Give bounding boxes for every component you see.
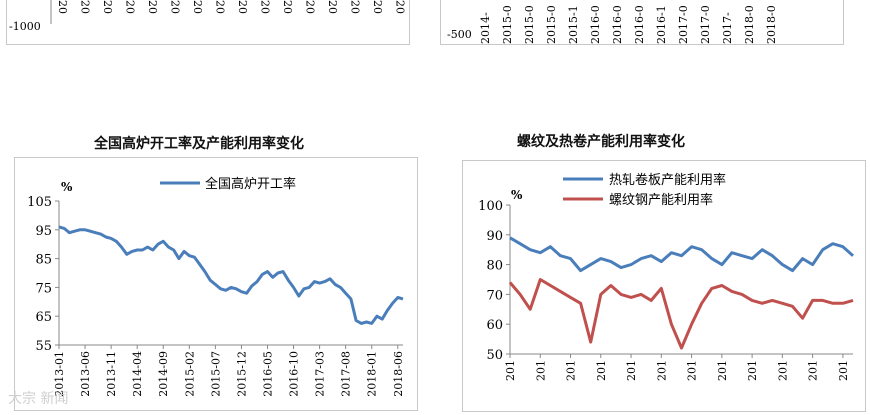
top-right-x-tick: 2015-0 bbox=[545, 5, 558, 44]
watermark: 大宗 新闻 bbox=[8, 391, 69, 407]
chart2-svg: % 热轧卷板产能利用率 螺纹钢产能利用率 50 60 70 80 90 100 201 201… bbox=[478, 172, 854, 381]
x-tick-label: 201 bbox=[655, 360, 668, 381]
x-tick-label: 2016-05 bbox=[261, 351, 274, 397]
y-tick-label: 65 bbox=[35, 310, 52, 325]
y-tick-label: 50 bbox=[486, 348, 503, 363]
x-tick-label: 201 bbox=[746, 360, 759, 381]
chart2-legend-label-2: 螺纹钢产能利用率 bbox=[609, 192, 713, 208]
top-left-x-tick: 20 bbox=[236, 0, 249, 14]
top-left-y-tick: -1000 bbox=[9, 20, 41, 33]
x-tick-label: 201 bbox=[776, 360, 789, 381]
x-tick-label: 201 bbox=[534, 360, 547, 381]
x-tick-label: 2013-06 bbox=[79, 351, 92, 397]
top-left-x-tick: 20 bbox=[326, 0, 339, 14]
y-tick-label: 85 bbox=[35, 253, 52, 268]
chart1-svg: % 全国高炉开工率 55 65 75 85 95 105 2013-01 2013-06 201… bbox=[27, 176, 405, 397]
top-left-x-tick: 20 bbox=[79, 0, 92, 14]
chart1-frame: % 全国高炉开工率 55 65 75 85 95 105 2013-01 2013-06 201… bbox=[14, 157, 418, 411]
top-right-x-tick: 2018-0 bbox=[765, 5, 778, 44]
top-left-fragment-svg: -1000 20 20 20 20 20 20 20 20 20 20 20 20 20 20 20 20 bbox=[9, 0, 407, 33]
series-line-2 bbox=[508, 278, 854, 350]
top-right-x-tick: 2016-1 bbox=[655, 5, 668, 44]
top-left-x-tick: 20 bbox=[304, 0, 317, 14]
chart1-legend-label: 全国高炉开工率 bbox=[205, 176, 296, 192]
top-right-x-tick: 2016-0 bbox=[633, 5, 646, 44]
top-right-x-tick: 2016-0 bbox=[611, 5, 624, 44]
top-right-x-tick: 2015-1 bbox=[567, 5, 580, 44]
top-left-chart-fragment: -1000 20 20 20 20 20 20 20 20 20 20 20 20 20 20 20 20 bbox=[6, 0, 410, 45]
top-left-x-tick: 20 bbox=[56, 0, 69, 14]
top-left-x-tick: 20 bbox=[349, 0, 362, 14]
x-tick-label: 201 bbox=[504, 360, 517, 381]
x-tick-label: 2016-10 bbox=[288, 351, 301, 397]
x-tick-label: 2013-11 bbox=[105, 351, 118, 397]
x-tick-label: 2018-06 bbox=[392, 351, 405, 397]
y-tick-label: 95 bbox=[35, 224, 52, 239]
y-tick-label: 55 bbox=[35, 339, 52, 354]
top-right-x-tick: 2015-0 bbox=[523, 5, 536, 44]
top-left-x-tick: 20 bbox=[169, 0, 182, 14]
y-tick-label: 105 bbox=[27, 195, 52, 210]
y-tick-label: 90 bbox=[486, 229, 503, 244]
top-right-chart-fragment: -500 2014- 2015-0 2015-0 2015-0 2015-1 2016-0… bbox=[440, 0, 844, 45]
x-tick-label: 2015-02 bbox=[183, 351, 196, 397]
top-right-x-tick: 2017-0 bbox=[677, 5, 690, 44]
x-tick-label: 2018-01 bbox=[366, 351, 379, 397]
x-tick-label: 201 bbox=[837, 360, 850, 381]
x-tick-label: 201 bbox=[686, 360, 699, 381]
series-line-1 bbox=[58, 225, 404, 325]
top-left-x-tick: 20 bbox=[259, 0, 272, 14]
x-tick-label: 201 bbox=[625, 360, 638, 381]
x-tick-label: 2014-09 bbox=[157, 351, 170, 397]
top-left-x-tick: 20 bbox=[281, 0, 294, 14]
chart1-unit: % bbox=[61, 180, 73, 194]
y-tick-label: 100 bbox=[478, 199, 503, 214]
top-right-x-tick: 2018-0 bbox=[743, 5, 756, 44]
top-right-x-tick: 2017- bbox=[721, 12, 734, 44]
top-left-x-tick: 20 bbox=[101, 0, 114, 14]
y-tick-label: 60 bbox=[486, 318, 503, 333]
top-left-x-tick: 20 bbox=[146, 0, 159, 14]
x-tick-label: 201 bbox=[565, 360, 578, 381]
y-tick-label: 70 bbox=[486, 288, 503, 303]
top-right-fragment-svg: -500 2014- 2015-0 2015-0 2015-0 2015-1 2016-0… bbox=[447, 5, 778, 44]
x-tick-label: 2017-08 bbox=[340, 351, 353, 397]
top-left-x-ticks: 20 20 20 20 20 20 20 20 20 20 20 20 20 20 20 20 bbox=[56, 0, 407, 14]
chart2-frame: % 热轧卷板产能利用率 螺纹钢产能利用率 50 60 70 80 90 100 201 201… bbox=[462, 160, 866, 412]
chart2-title: 螺纹及热卷产能利用率变化 bbox=[517, 134, 685, 150]
x-tick-label: 201 bbox=[595, 360, 608, 381]
top-right-y-tick: -500 bbox=[447, 28, 472, 41]
top-right-x-tick: 2014- bbox=[479, 12, 492, 44]
y-tick-label: 75 bbox=[35, 281, 52, 296]
x-tick-label: 2014-04 bbox=[131, 351, 144, 397]
top-right-x-ticks: 2014- 2015-0 2015-0 2015-0 2015-1 2016-0 2016-… bbox=[479, 5, 778, 44]
top-left-x-tick: 20 bbox=[214, 0, 227, 14]
top-right-x-tick: 2016-0 bbox=[589, 5, 602, 44]
top-left-x-tick: 20 bbox=[191, 0, 204, 14]
x-tick-label: 2017-03 bbox=[314, 351, 327, 397]
x-tick-label: 2013-01 bbox=[53, 351, 66, 397]
x-tick-label: 2015-07 bbox=[209, 351, 222, 397]
x-tick-label: 201 bbox=[807, 360, 820, 381]
top-left-x-tick: 20 bbox=[371, 0, 384, 14]
x-tick-label: 2015-12 bbox=[235, 351, 248, 397]
chart2-legend-label-1: 热轧卷板产能利用率 bbox=[609, 172, 726, 188]
top-right-x-tick: 2017-0 bbox=[699, 5, 712, 44]
chart2-unit: % bbox=[511, 188, 523, 202]
top-left-x-tick: 20 bbox=[124, 0, 137, 14]
chart1-title: 全国高炉开工率及产能利用率变化 bbox=[94, 136, 304, 152]
x-tick-label: 201 bbox=[716, 360, 729, 381]
top-right-x-tick: 2015-0 bbox=[501, 5, 514, 44]
top-left-x-tick: 20 bbox=[394, 0, 407, 14]
series-line-1 bbox=[509, 236, 854, 273]
y-tick-label: 80 bbox=[486, 259, 503, 274]
